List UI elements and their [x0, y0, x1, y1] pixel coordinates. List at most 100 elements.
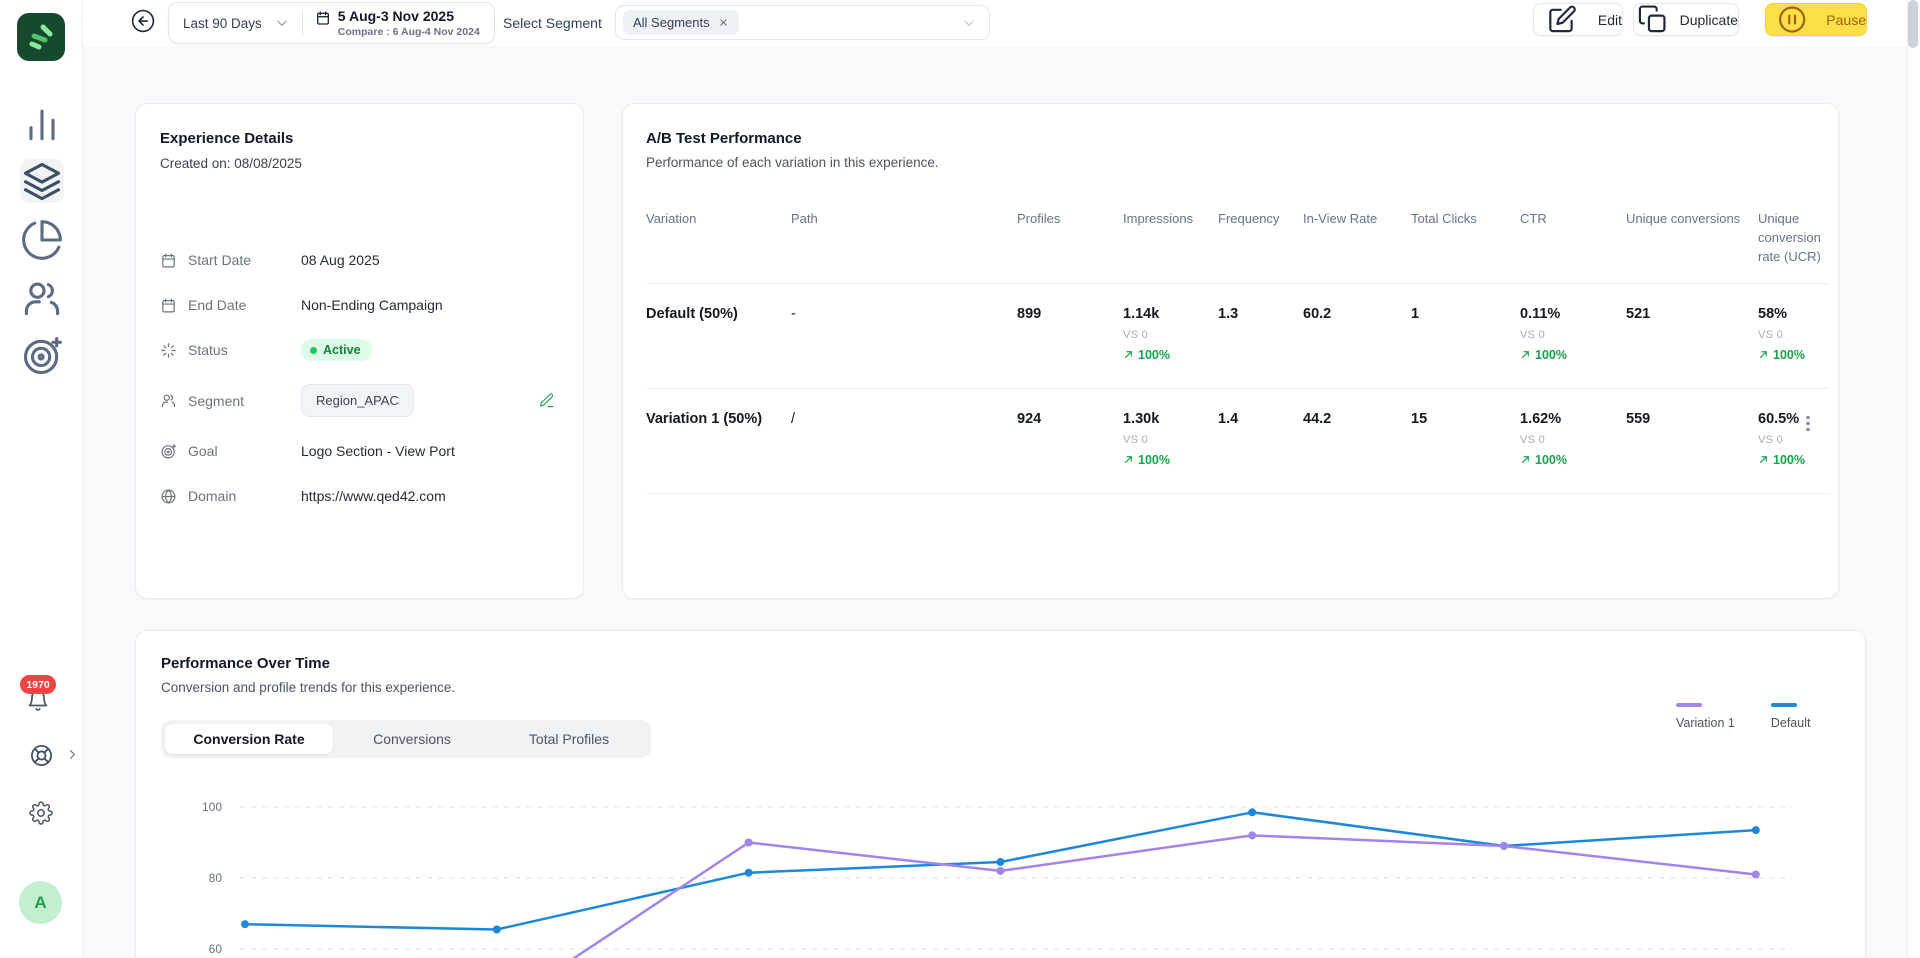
segment-chip-label: All Segments: [633, 15, 710, 30]
lifebuoy-icon: [29, 743, 54, 768]
table-cell: 924: [1017, 411, 1123, 467]
sidebar-item-audiences[interactable]: [20, 276, 64, 320]
trend-up-icon: [1123, 454, 1134, 465]
edit-segment-pencil-icon[interactable]: [538, 392, 555, 409]
scrollbar-track[interactable]: [1907, 0, 1920, 958]
table-cell: 1.3: [1218, 306, 1303, 362]
loader-icon: [160, 342, 177, 359]
table-cell: 1.62%VS 0100%: [1520, 411, 1626, 467]
segment-select[interactable]: All Segments: [615, 5, 990, 40]
detail-row-status: StatusActive: [160, 339, 559, 361]
row-menu-kebab-icon[interactable]: [1799, 414, 1817, 434]
users-icon: [160, 392, 177, 409]
pause-button-label: Pause: [1826, 12, 1866, 28]
legend-label: Variation 1: [1676, 716, 1735, 730]
table-cell: 58%VS 0100%: [1758, 306, 1829, 362]
table-cell: 899: [1017, 306, 1123, 362]
sidebar-item-reports[interactable]: [20, 218, 64, 262]
detail-row-start-date: Start Date08 Aug 2025: [160, 249, 559, 271]
column-impressions: Impressions: [1123, 210, 1218, 267]
table-cell: 0.11%VS 0100%: [1520, 306, 1626, 362]
detail-label: Status: [188, 342, 301, 358]
trend-up-icon: [1520, 454, 1531, 465]
date-range-control[interactable]: Last 90 Days 5 Aug-3 Nov 2025 Compare : …: [168, 2, 495, 44]
table-cell: Variation 1 (50%): [646, 411, 791, 467]
detail-label: Goal: [188, 443, 301, 459]
ab-card-title: A/B Test Performance: [646, 130, 1829, 147]
pie-chart-icon: [20, 218, 64, 262]
trends-card-subtitle: Conversion and profile trends for this e…: [161, 680, 1840, 695]
chevron-right-icon: [66, 748, 79, 761]
date-compare-value: Compare : 6 Aug-4 Nov 2024: [338, 26, 480, 38]
scrollbar-thumb[interactable]: [1908, 0, 1918, 48]
sidebar: 1970 A: [0, 0, 83, 958]
back-button[interactable]: [130, 8, 156, 34]
table-cell: 1.30kVS 0100%: [1123, 411, 1218, 467]
tab-conversions[interactable]: Conversions: [333, 724, 491, 754]
detail-value: Logo Section - View Port: [301, 443, 455, 459]
target-icon: [20, 334, 64, 378]
legend-variation-1: Variation 1: [1676, 703, 1735, 730]
bar-chart-icon: [20, 102, 64, 146]
target-icon: [160, 443, 177, 460]
edit-button[interactable]: Edit: [1533, 3, 1623, 36]
trend-up-icon: [1758, 454, 1769, 465]
details-card-title: Experience Details: [160, 130, 559, 147]
detail-row-segment: SegmentRegion_APAC: [160, 384, 559, 417]
trend-up-icon: [1520, 349, 1531, 360]
segment-filter-chip[interactable]: All Segments: [623, 10, 739, 35]
users-icon: [20, 276, 64, 320]
sidebar-item-analytics[interactable]: [20, 102, 64, 146]
help-lifebuoy-icon[interactable]: [29, 743, 54, 768]
duplicate-button[interactable]: Duplicate: [1633, 3, 1739, 36]
duplicate-button-label: Duplicate: [1680, 12, 1738, 28]
column-ctr: CTR: [1520, 210, 1626, 267]
legend-label: Default: [1771, 716, 1811, 730]
arrow-left-circle-icon: [130, 8, 156, 34]
settings-gear-icon[interactable]: [29, 801, 53, 825]
table-cell: 60.2: [1303, 306, 1411, 362]
detail-row-end-date: End DateNon-Ending Campaign: [160, 294, 559, 316]
pause-button[interactable]: Pause: [1765, 3, 1867, 36]
notification-badge: 1970: [20, 675, 56, 694]
detail-label: Start Date: [188, 252, 301, 268]
edit-pencil-square-icon: [1534, 4, 1590, 35]
trend-up-icon: [1123, 349, 1134, 360]
segment-value-chip[interactable]: Region_APAC: [301, 384, 414, 417]
date-range-value: 5 Aug-3 Nov 2025: [338, 8, 480, 24]
created-on-text: Created on: 08/08/2025: [160, 156, 559, 171]
sidebar-item-goals[interactable]: [20, 334, 64, 378]
pause-circle-icon: [1766, 4, 1818, 35]
ab-test-performance-card: A/B Test Performance Performance of each…: [622, 103, 1839, 599]
table-cell: 44.2: [1303, 411, 1411, 467]
table-row-default-50: Default (50%)-8991.14kVS 0100%1.360.210.…: [646, 284, 1829, 389]
column-in-view-rate: In-View Rate: [1303, 210, 1411, 267]
close-icon[interactable]: [718, 17, 729, 28]
sidebar-item-experiences[interactable]: [20, 159, 64, 203]
column-path: Path: [791, 210, 1017, 267]
tab-conversion-rate[interactable]: Conversion Rate: [165, 724, 333, 754]
tab-total-profiles[interactable]: Total Profiles: [491, 724, 647, 754]
column-unique-conversions: Unique conversions: [1626, 210, 1758, 267]
status-dot: [310, 347, 317, 354]
globe-icon: [160, 488, 177, 505]
performance-over-time-card: Performance Over Time Conversion and pro…: [135, 630, 1866, 958]
detail-label: End Date: [188, 297, 301, 313]
legend-swatch: [1771, 703, 1797, 707]
divider: [302, 10, 303, 36]
trends-card-title: Performance Over Time: [161, 655, 1840, 672]
calendar-icon: [315, 10, 331, 26]
table-cell: 559: [1626, 411, 1758, 467]
copy-icon: [1634, 4, 1672, 35]
details-rows: Start Date08 Aug 2025 End DateNon-Ending …: [160, 249, 559, 507]
app-logo[interactable]: [17, 13, 65, 61]
sidebar-expand-chevron-icon[interactable]: [66, 748, 79, 761]
column-frequency: Frequency: [1218, 210, 1303, 267]
column-profiles: Profiles: [1017, 210, 1123, 267]
svg-text:60: 60: [209, 942, 223, 956]
legend-default: Default: [1771, 703, 1811, 730]
detail-value: Non-Ending Campaign: [301, 297, 443, 313]
user-avatar[interactable]: A: [19, 881, 62, 924]
experience-details-card: Experience Details Created on: 08/08/202…: [135, 103, 584, 599]
trend-up-icon: [1758, 349, 1769, 360]
